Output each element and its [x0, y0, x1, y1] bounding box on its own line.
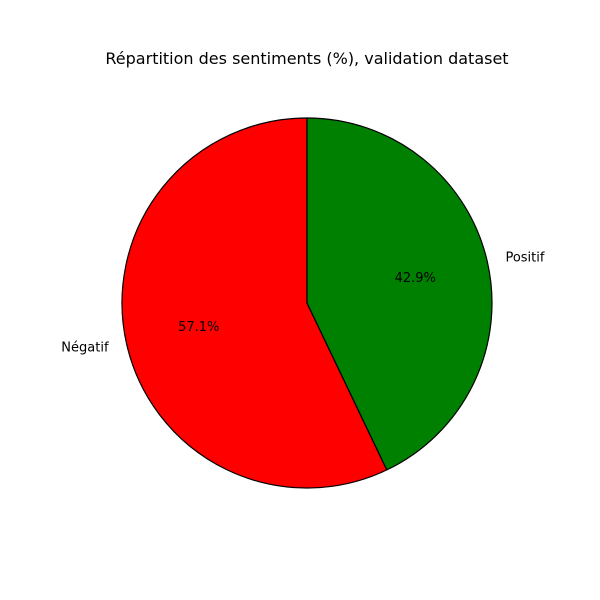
percent-label-positif: 42.9% [395, 271, 436, 286]
slice-label-positif: Positif [505, 250, 544, 265]
pie-wedges [121, 117, 493, 489]
slice-label-negatif: Négatif [61, 341, 109, 356]
pie-slice-positif [306, 117, 493, 471]
percent-label-negatif: 57.1% [178, 320, 219, 335]
pie-labels: Négatif 57.1% Positif 42.9% [61, 250, 545, 355]
pie-slice-negatif [121, 117, 388, 489]
chart-title: Répartition des sentiments (%), validati… [105, 49, 508, 68]
